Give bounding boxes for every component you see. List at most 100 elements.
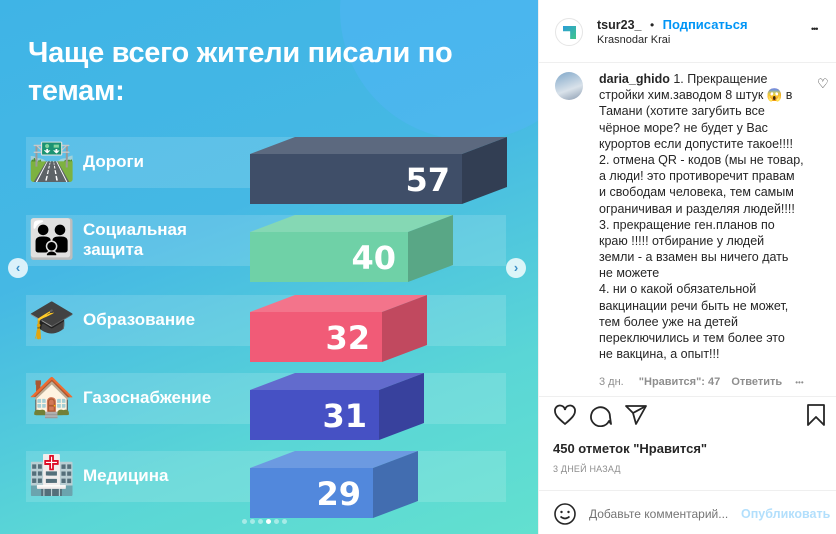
comment-line-row: чёрное море? не будет у Вас (599, 120, 831, 136)
commenter-username[interactable]: daria_ghido (599, 72, 670, 86)
bar-value-label: 40 (351, 239, 396, 277)
account-username[interactable]: tsur23_ (597, 18, 642, 32)
account-avatar[interactable] (555, 18, 583, 46)
bar-top-face (250, 295, 427, 312)
comment-line: тем более уже на детей (599, 314, 738, 329)
like-heart-icon[interactable] (553, 403, 577, 427)
comment-line: краю !!!!! отбирание у людей (599, 233, 765, 248)
post-sidebar: tsur23_ • Подписаться Krasnodar Krai •••… (538, 0, 836, 534)
comment-line-row: Тамани (хотите загубить все (599, 103, 831, 119)
bar-top-face (250, 137, 507, 154)
comment-line: 1. Прекращение (673, 72, 768, 86)
comment-line-row: переключились и тем более это (599, 330, 831, 346)
emoji-smiley-icon[interactable] (553, 502, 577, 526)
category-label: Образование (83, 310, 196, 329)
motorway-icon: 🛣️ (28, 141, 76, 183)
comment-line: и свободам человека, тем самым (599, 185, 794, 200)
publish-button[interactable]: Опубликовать (741, 507, 831, 521)
location-link[interactable]: Krasnodar Krai (597, 34, 671, 46)
save-bookmark-icon[interactable] (805, 403, 827, 427)
family-icon: 👪 (28, 219, 76, 261)
bar-front-face (250, 232, 408, 282)
comment-line-row: 4. ни о какой обязательной (599, 281, 831, 297)
divider (539, 490, 836, 491)
comment-line: не вакцина, а опыт!!! (599, 347, 720, 362)
separator: • (649, 18, 655, 32)
category-label: защита (83, 240, 144, 259)
comment-line: 3. прекращение ген.планов по (599, 217, 775, 232)
share-send-icon[interactable] (624, 403, 648, 427)
carousel-dot[interactable] (266, 519, 271, 524)
likes-count[interactable]: 450 отметок "Нравится" (553, 441, 708, 456)
bar-front-face (250, 390, 379, 440)
comment-line-row: daria_ghido 1. Прекращение (599, 71, 831, 87)
comment-line-row: ограничивая и разделяя людей!!!! (599, 201, 831, 217)
category-label: Социальная (83, 220, 187, 239)
comment-line: ограничивая и разделяя людей!!!! (599, 201, 795, 216)
carousel-dot[interactable] (282, 519, 287, 524)
comment-line: 4. ни о какой обязательной (599, 282, 757, 297)
comment-line-row: 2. отмена QR - кодов (мы не товар, (599, 152, 831, 168)
comment-line: не можете (599, 266, 660, 281)
category-label-group: Медицина (83, 466, 168, 486)
comment-line-row: вакцинации речи быть не может, (599, 298, 831, 314)
commenter-avatar[interactable] (555, 72, 583, 100)
bar-front-face (250, 468, 373, 518)
comment-like-icon[interactable]: ♡ (817, 76, 829, 91)
comment-line: курортов если допустите такое!!!! (599, 136, 793, 151)
category-label-group: Социальная защита (83, 220, 187, 260)
comment-line-row: не можете (599, 265, 831, 281)
bar-value-label: 29 (316, 475, 361, 513)
comment-line-row: стройки хим.заводом 8 штук 😱 в (599, 87, 831, 103)
comment-line-row: краю !!!!! отбирание у людей (599, 233, 831, 249)
comment-line: переключились и тем более это (599, 331, 785, 345)
comment-line-row: курортов если допустите такое!!!! (599, 136, 831, 152)
category-label-group: Газоснабжение (83, 388, 211, 408)
comment-more-icon[interactable]: ••• (795, 378, 804, 387)
comment-line: 2. отмена QR - кодов (мы не товар, (599, 152, 804, 167)
carousel-dot[interactable] (250, 519, 255, 524)
comment-line-row: не вакцина, а опыт!!! (599, 346, 831, 362)
comment-line-row: а люди! это противоречит правам (599, 168, 831, 184)
carousel-prev-button[interactable]: ‹ (8, 258, 28, 278)
comment-bubble-icon[interactable] (589, 403, 613, 427)
comment-line: земли - а взамен вы ничего дать (599, 250, 789, 265)
comment-body: daria_ghido 1. Прекращение стройки хим.за… (599, 71, 831, 362)
carousel-dot[interactable] (274, 519, 279, 524)
comment-line: а люди! это противоречит правам (599, 169, 795, 184)
carousel-dot[interactable] (242, 519, 247, 524)
carousel-dot[interactable] (258, 519, 263, 524)
follow-button[interactable]: Подписаться (662, 17, 748, 32)
carousel-dots (242, 519, 287, 524)
more-options-icon[interactable]: ••• (811, 24, 819, 34)
comment-line: чёрное море? не будет у Вас (599, 120, 768, 135)
hospital-icon: 🏥 (28, 455, 76, 497)
bar-front-face (250, 154, 462, 204)
post-header: tsur23_ • Подписаться Krasnodar Krai ••• (539, 0, 836, 63)
comment-input[interactable] (589, 505, 737, 523)
category-label-group: Образование (83, 310, 195, 330)
comment-likes[interactable]: "Нравится": 47 (638, 376, 721, 388)
bar-value-label: 31 (322, 397, 367, 435)
post-image-carousel: Чаще всего жители писали по темам: 🛣️ Дор… (0, 0, 538, 534)
comment-time: 3 дн. (599, 376, 624, 388)
house-icon: 🏠 (28, 377, 76, 419)
carousel-next-button[interactable]: › (506, 258, 526, 278)
category-label-group: Дороги (83, 152, 144, 172)
category-label: Медицина (83, 466, 169, 485)
post-date: 3 ДНЕЙ НАЗАД (553, 464, 621, 474)
category-label: Дороги (83, 152, 145, 171)
bar-top-face (250, 215, 453, 232)
bar-top-face (250, 373, 424, 390)
category-label: Газоснабжение (83, 388, 212, 407)
bar-value-label: 57 (405, 161, 450, 199)
reply-button[interactable]: Ответить (731, 376, 783, 388)
bar-front-face (250, 312, 382, 362)
divider (539, 396, 836, 397)
comment-line: стройки хим.заводом 8 штук 😱 в (599, 88, 793, 103)
graduation-cap-icon: 🎓 (28, 299, 76, 341)
comment-line: Тамани (хотите загубить все (599, 104, 765, 119)
comment-line-row: земли - а взамен вы ничего дать (599, 249, 831, 265)
comment-line: вакцинации речи быть не может, (599, 298, 789, 313)
comment-line-row: и свободам человека, тем самым (599, 184, 831, 200)
